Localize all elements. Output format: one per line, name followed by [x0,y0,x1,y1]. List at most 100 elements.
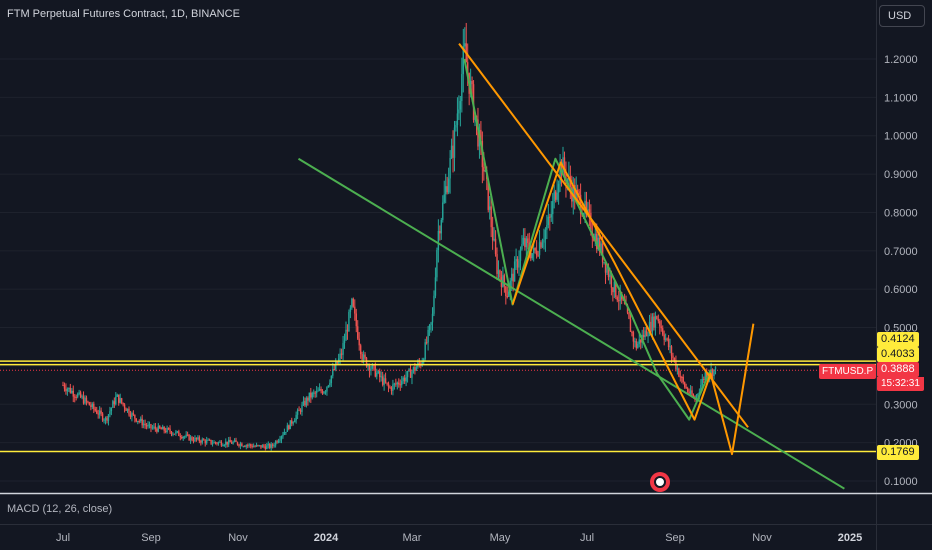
macd-indicator-label[interactable]: MACD (12, 26, close) [7,503,113,515]
candle-body [629,318,632,332]
candle-body [374,365,377,377]
candle-body [433,295,435,314]
candle-body [607,268,610,278]
candle-body [575,189,577,201]
candle-body [462,46,465,75]
candle-body [349,307,352,312]
candle-body [703,378,705,380]
candle-body [311,392,313,398]
candle-body [676,368,679,370]
candle-body [173,433,176,435]
candle-body [286,425,289,432]
countdown-timer: 15:32:31 [877,377,924,391]
candle-body [245,445,247,447]
time-tick-label: May [490,532,511,544]
candle-body [403,377,406,382]
candle-body [184,436,186,438]
candle-body [345,329,347,341]
candle-body [285,431,287,433]
candle-body [125,408,127,411]
candle-body [483,167,485,172]
candle-body [684,382,686,388]
candle-body [289,420,291,430]
candle-body [191,437,193,441]
candle-body [291,420,293,424]
candle-body [106,417,108,421]
time-tick-label: Nov [752,532,772,544]
candle-body [393,383,396,385]
candle-body [141,418,143,426]
candle-body [638,339,640,344]
candle-body [544,229,547,240]
candle-body [154,426,157,429]
candle-body [637,343,639,349]
candle-body [200,441,202,443]
candle-body [656,316,658,320]
price-tick-label: 0.3000 [884,399,918,411]
candle-body [142,423,145,426]
candle-body [672,355,674,358]
candle-body [244,446,246,448]
candle-body [352,298,355,307]
candle-body [659,321,661,327]
candle-body [225,441,227,445]
candle-body [515,258,517,262]
candle-body [597,237,599,250]
candle-body [220,441,223,446]
candle-body [499,270,501,278]
candle-body [242,446,245,448]
candle-body [508,291,510,297]
candle-body [622,299,624,301]
candle-body [604,262,607,273]
candle-body [145,425,148,427]
candle-body [298,409,300,411]
candle-body [452,145,454,158]
candle-body [238,444,240,446]
candle-body [78,392,80,395]
candle-body [266,445,268,450]
candle-body [506,296,508,298]
candle-body [167,427,170,429]
candle-body [557,183,560,193]
candle-body [162,426,164,430]
candle-body [549,216,551,218]
currency-button[interactable]: USD [879,5,925,27]
candle-body [100,410,102,414]
candle-body [295,414,297,421]
candle-body [90,405,92,407]
candle-body [598,237,601,253]
price-tick-label: 1.0000 [884,131,918,143]
candle-body [301,404,303,412]
candle-body [81,396,83,398]
candle-body [398,382,400,385]
candle-body [118,394,120,403]
candle-body [330,375,333,384]
candle-body [521,244,523,250]
candle-body [560,161,563,175]
candle-body [408,369,410,371]
candle-body [203,439,205,441]
candle-body [527,238,529,243]
candle-body [510,273,513,281]
candle-body [640,339,642,343]
candle-body [663,334,665,340]
candle-body [101,413,104,421]
candle-body [179,435,182,438]
candle-body [304,400,306,406]
candle-body [69,387,72,393]
candle-body [257,445,259,447]
candle-body [634,341,636,343]
candle-body [137,420,139,422]
candle-body [635,341,638,349]
candle-body [461,74,463,102]
candle-body [251,445,253,448]
candle-body [269,444,271,448]
candle-body [302,400,305,405]
candle-body [314,392,316,394]
candle-body [85,397,88,402]
candle-body [402,377,404,382]
earnings-event-icon[interactable] [650,472,670,492]
time-tick-label: Jul [56,532,70,544]
candle-body [439,230,441,234]
